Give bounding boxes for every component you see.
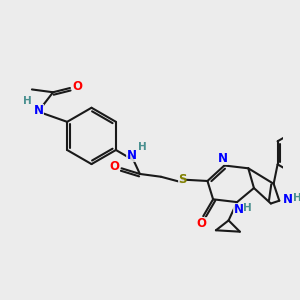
Text: H: H — [138, 142, 147, 152]
Text: N: N — [233, 203, 243, 216]
Text: O: O — [110, 160, 119, 173]
Text: N: N — [283, 193, 293, 206]
Text: H: H — [23, 96, 32, 106]
Text: O: O — [72, 80, 82, 93]
Text: N: N — [34, 104, 44, 117]
Text: S: S — [178, 173, 186, 186]
Text: H: H — [293, 193, 300, 203]
Text: N: N — [126, 149, 136, 162]
Text: N: N — [218, 152, 228, 165]
Text: O: O — [197, 217, 207, 230]
Text: H: H — [242, 203, 251, 213]
